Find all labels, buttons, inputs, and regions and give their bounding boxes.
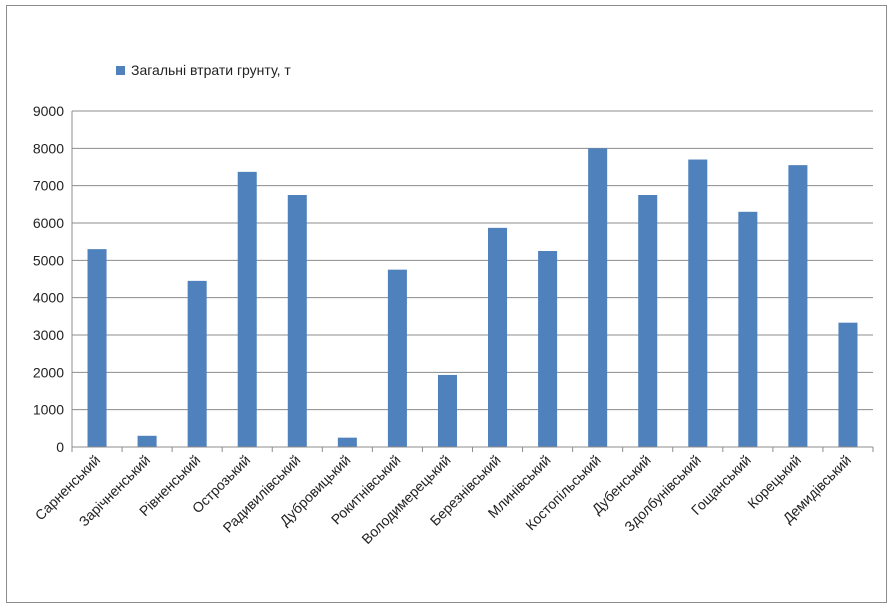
bar bbox=[87, 249, 107, 447]
bar bbox=[638, 195, 658, 447]
bar bbox=[738, 211, 758, 447]
y-tick-label: 4000 bbox=[33, 290, 64, 306]
bar bbox=[838, 322, 858, 447]
bar bbox=[538, 251, 558, 447]
bar bbox=[688, 159, 708, 448]
bar bbox=[287, 195, 307, 447]
y-tick-label: 0 bbox=[56, 439, 64, 455]
legend-label: Загальні втрати грунту, т bbox=[131, 62, 291, 78]
y-tick-label: 3000 bbox=[33, 327, 64, 343]
bar bbox=[437, 374, 457, 447]
y-tick-label: 7000 bbox=[33, 178, 64, 194]
bar bbox=[788, 165, 808, 447]
y-tick-label: 6000 bbox=[33, 215, 64, 231]
legend-swatch bbox=[116, 65, 125, 75]
legend: Загальні втрати грунту, т bbox=[116, 62, 291, 78]
bar bbox=[187, 280, 207, 447]
bar bbox=[337, 437, 357, 447]
x-tick-label: Володимерецький bbox=[358, 452, 453, 547]
y-tick-label: 8000 bbox=[33, 140, 64, 156]
y-tick-label: 5000 bbox=[33, 252, 64, 268]
bar bbox=[237, 171, 257, 447]
bar bbox=[137, 435, 157, 447]
bar bbox=[588, 148, 608, 448]
y-tick-label: 9000 bbox=[33, 103, 64, 119]
y-tick-label: 2000 bbox=[33, 364, 64, 380]
y-tick-label: 1000 bbox=[33, 402, 64, 418]
bar bbox=[488, 227, 508, 447]
bar bbox=[387, 269, 407, 447]
